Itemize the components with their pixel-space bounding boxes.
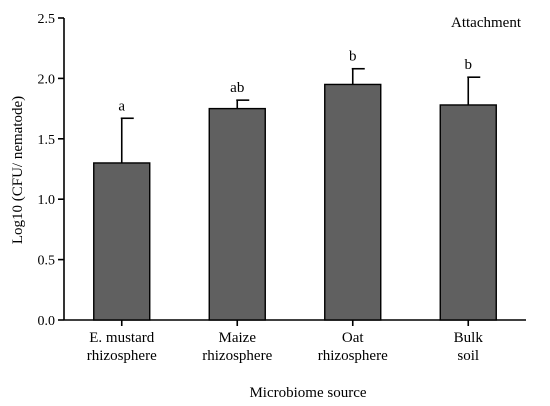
y-tick-label: 2.0 xyxy=(38,72,56,87)
category-labels: E. mustard rhizosphere Maize rhizosphere Oat… xyxy=(87,330,484,364)
significance-label: b xyxy=(465,57,473,73)
x-axis xyxy=(64,319,526,326)
bar xyxy=(208,107,266,321)
category-label: E. mustard xyxy=(89,330,154,346)
y-tick-label: 0.0 xyxy=(38,314,56,329)
y-axis: 0.0 0.5 1.0 1.5 2.0 2.5 xyxy=(38,12,65,329)
bar xyxy=(439,104,497,321)
category-label: Maize xyxy=(219,330,257,346)
category-label: rhizosphere xyxy=(202,348,272,364)
y-tick-label: 1.5 xyxy=(38,133,56,148)
significance-label: ab xyxy=(230,80,244,96)
bar xyxy=(93,162,151,321)
y-tick-label: 1.0 xyxy=(38,193,56,208)
bars xyxy=(93,83,497,321)
category-label: soil xyxy=(457,348,479,364)
category-label: Bulk xyxy=(454,330,484,346)
y-tick-label: 2.5 xyxy=(38,12,56,27)
category-label: rhizosphere xyxy=(87,348,157,364)
error-bars xyxy=(120,67,481,163)
x-axis-title: Microbiome source xyxy=(249,385,366,401)
bar xyxy=(324,83,382,321)
significance-label: a xyxy=(118,98,125,114)
chart-annotation: Attachment xyxy=(451,15,522,31)
category-label: Oat xyxy=(342,330,364,346)
significance-labels: a ab b b xyxy=(118,49,472,115)
category-label: rhizosphere xyxy=(318,348,388,364)
y-axis-title: Log10 (CFU/ nematode) xyxy=(10,96,26,244)
significance-label: b xyxy=(349,49,357,65)
y-tick-label: 0.5 xyxy=(38,254,56,269)
